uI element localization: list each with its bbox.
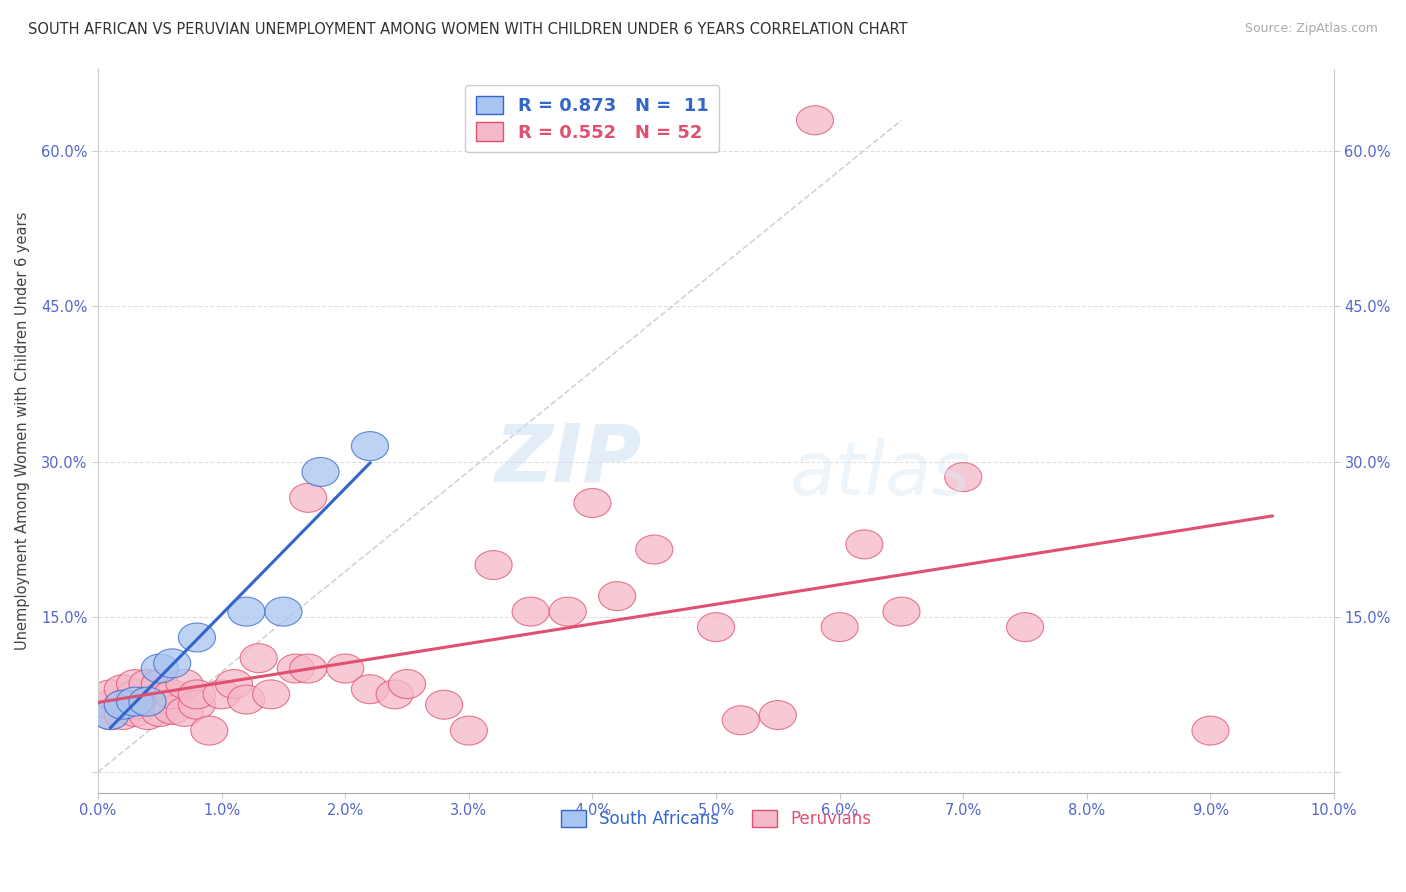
Ellipse shape: [1007, 613, 1043, 641]
Ellipse shape: [166, 698, 202, 726]
Ellipse shape: [290, 483, 326, 512]
Ellipse shape: [228, 685, 264, 714]
Ellipse shape: [104, 690, 141, 719]
Ellipse shape: [91, 700, 129, 730]
Ellipse shape: [846, 530, 883, 559]
Ellipse shape: [117, 698, 153, 726]
Y-axis label: Unemployment Among Women with Children Under 6 years: Unemployment Among Women with Children U…: [15, 211, 30, 649]
Ellipse shape: [723, 706, 759, 735]
Text: Source: ZipAtlas.com: Source: ZipAtlas.com: [1244, 22, 1378, 36]
Ellipse shape: [512, 597, 550, 626]
Ellipse shape: [326, 654, 364, 683]
Ellipse shape: [945, 463, 981, 491]
Ellipse shape: [574, 489, 612, 517]
Ellipse shape: [388, 670, 426, 698]
Ellipse shape: [228, 597, 264, 626]
Text: SOUTH AFRICAN VS PERUVIAN UNEMPLOYMENT AMONG WOMEN WITH CHILDREN UNDER 6 YEARS C: SOUTH AFRICAN VS PERUVIAN UNEMPLOYMENT A…: [28, 22, 908, 37]
Ellipse shape: [475, 550, 512, 580]
Ellipse shape: [426, 690, 463, 719]
Ellipse shape: [153, 680, 191, 709]
Ellipse shape: [129, 687, 166, 716]
Legend: South Africans, Peruvians: South Africans, Peruvians: [554, 804, 879, 835]
Ellipse shape: [352, 674, 388, 704]
Ellipse shape: [599, 582, 636, 611]
Ellipse shape: [166, 670, 202, 698]
Ellipse shape: [117, 687, 153, 716]
Ellipse shape: [759, 700, 796, 730]
Ellipse shape: [821, 613, 858, 641]
Ellipse shape: [450, 716, 488, 745]
Ellipse shape: [104, 674, 141, 704]
Ellipse shape: [179, 623, 215, 652]
Ellipse shape: [240, 644, 277, 673]
Ellipse shape: [1192, 716, 1229, 745]
Ellipse shape: [697, 613, 734, 641]
Ellipse shape: [215, 670, 253, 698]
Ellipse shape: [883, 597, 920, 626]
Ellipse shape: [129, 685, 166, 714]
Ellipse shape: [91, 690, 129, 719]
Ellipse shape: [117, 670, 153, 698]
Ellipse shape: [179, 690, 215, 719]
Ellipse shape: [264, 597, 302, 626]
Ellipse shape: [179, 680, 215, 709]
Ellipse shape: [141, 654, 179, 683]
Ellipse shape: [117, 680, 153, 709]
Ellipse shape: [796, 106, 834, 135]
Ellipse shape: [129, 670, 166, 698]
Ellipse shape: [141, 685, 179, 714]
Ellipse shape: [141, 698, 179, 726]
Ellipse shape: [153, 696, 191, 724]
Text: atlas: atlas: [790, 438, 972, 510]
Ellipse shape: [202, 680, 240, 709]
Ellipse shape: [141, 670, 179, 698]
Ellipse shape: [550, 597, 586, 626]
Ellipse shape: [191, 716, 228, 745]
Ellipse shape: [377, 680, 413, 709]
Ellipse shape: [91, 680, 129, 709]
Text: ZIP: ZIP: [495, 420, 643, 499]
Ellipse shape: [153, 648, 191, 678]
Ellipse shape: [302, 458, 339, 486]
Ellipse shape: [352, 432, 388, 460]
Ellipse shape: [129, 700, 166, 730]
Ellipse shape: [104, 690, 141, 719]
Ellipse shape: [290, 654, 326, 683]
Ellipse shape: [277, 654, 315, 683]
Ellipse shape: [253, 680, 290, 709]
Ellipse shape: [91, 700, 129, 730]
Ellipse shape: [636, 535, 673, 564]
Ellipse shape: [117, 690, 153, 719]
Ellipse shape: [104, 700, 141, 730]
